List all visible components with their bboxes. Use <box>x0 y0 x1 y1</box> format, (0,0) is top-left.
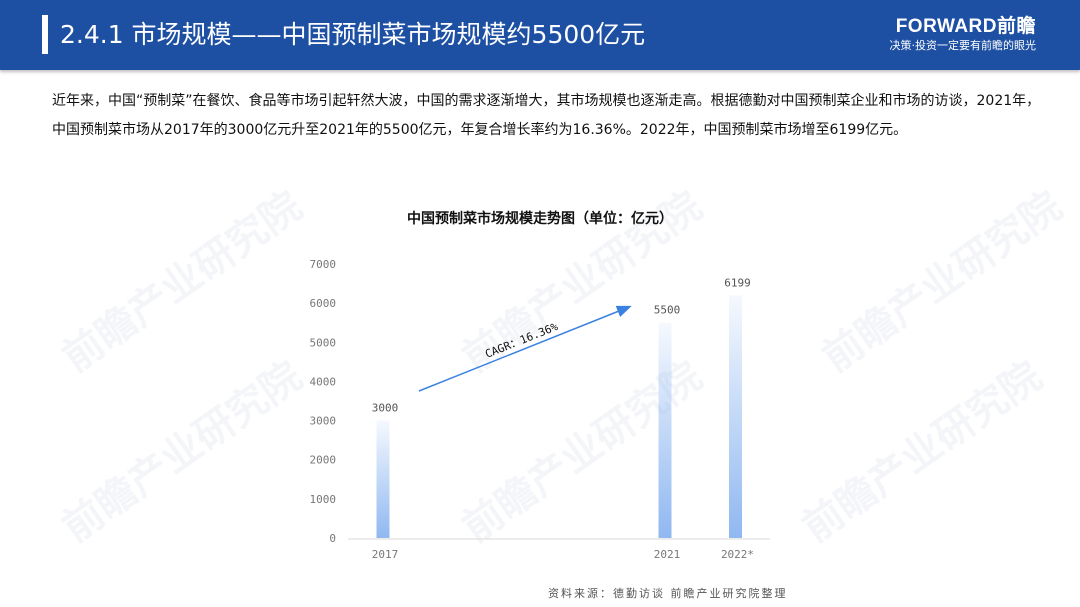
y-tick-label: 4000 <box>310 375 337 388</box>
data-label: 6199 <box>724 276 751 289</box>
page-title: 2.4.1 市场规模——中国预制菜市场规模约5500亿元 <box>60 20 646 49</box>
logo-slogan: 决策·投资一定要有前瞻的眼光 <box>889 39 1037 52</box>
y-tick-label: 5000 <box>310 336 337 349</box>
x-tick-label: 2021 <box>654 548 681 561</box>
y-tick-label: 0 <box>329 532 336 545</box>
logo: FORWARD前瞻 决策·投资一定要有前瞻的眼光 <box>890 16 1037 54</box>
bar-2022* <box>729 295 742 538</box>
data-label: 3000 <box>372 402 399 415</box>
source-note: 资料来源：德勤访谈 前瞻产业研究院整理 <box>548 587 788 600</box>
bar-2021 <box>658 322 672 538</box>
y-tick-label: 6000 <box>310 297 337 310</box>
y-tick-label: 3000 <box>310 415 337 428</box>
y-tick-label: 1000 <box>310 493 337 506</box>
y-tick-label: 2000 <box>310 454 337 467</box>
y-tick-label: 7000 <box>310 258 337 271</box>
cagr-annotation: CAGR：16.36% <box>483 320 560 361</box>
x-tick-label: 2022* <box>721 548 754 561</box>
data-label: 5500 <box>654 304 681 317</box>
x-tick-label: 2017 <box>372 548 399 561</box>
cagr-arrow <box>418 305 632 392</box>
header-bar: 2.4.1 市场规模——中国预制菜市场规模约5500亿元 FORWARD前瞻 决… <box>0 0 1080 70</box>
chart-title: 中国预制菜市场规模走势图（单位：亿元） <box>407 211 673 227</box>
title-accent <box>42 15 48 54</box>
bar-2017 <box>376 420 390 538</box>
body-paragraph: 近年来，中国“预制菜”在餐饮、食品等市场引起轩然大波，中国的需求逐渐增大，其市场… <box>52 93 1041 138</box>
logo-brand: FORWARD前瞻 <box>895 16 1036 37</box>
